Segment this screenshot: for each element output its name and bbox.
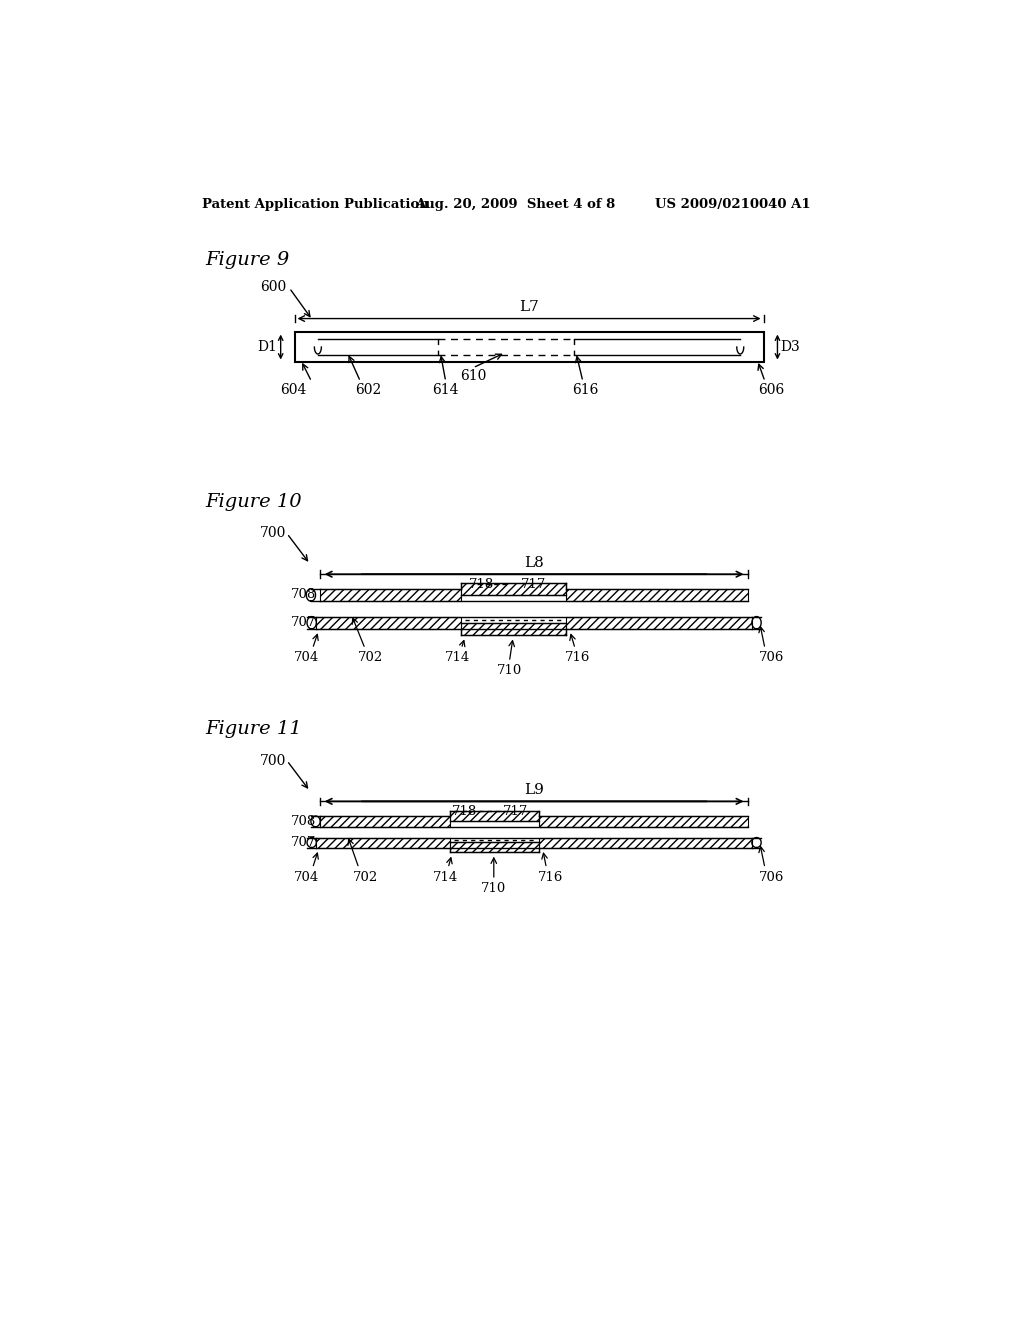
Text: 702: 702: [358, 651, 383, 664]
Text: D1: D1: [258, 341, 278, 354]
Bar: [450, 842, 539, 853]
Text: Figure 10: Figure 10: [206, 494, 302, 511]
Text: 602: 602: [355, 383, 381, 397]
Text: 700: 700: [260, 754, 286, 768]
Text: Aug. 20, 2009  Sheet 4 of 8: Aug. 20, 2009 Sheet 4 of 8: [415, 198, 615, 211]
Bar: [316, 616, 461, 628]
Text: Figure 9: Figure 9: [206, 251, 290, 269]
Bar: [450, 810, 539, 821]
Text: 706: 706: [759, 651, 784, 664]
Text: 707: 707: [291, 836, 316, 849]
Text: 604: 604: [280, 383, 306, 397]
Bar: [316, 838, 450, 847]
Text: 717: 717: [503, 805, 528, 818]
Bar: [566, 589, 748, 601]
Text: 606: 606: [758, 383, 784, 397]
Text: 710: 710: [497, 664, 522, 677]
Bar: [321, 589, 461, 601]
Bar: [539, 838, 752, 847]
Text: 714: 714: [444, 651, 470, 664]
Text: 700: 700: [260, 527, 286, 540]
Bar: [461, 582, 566, 595]
Text: 718: 718: [469, 578, 495, 591]
Text: 600: 600: [260, 280, 286, 294]
Bar: [539, 816, 748, 826]
Text: 707: 707: [291, 616, 316, 630]
Text: 708: 708: [291, 814, 316, 828]
Text: 716: 716: [565, 651, 590, 664]
Text: L9: L9: [524, 783, 544, 797]
Text: 706: 706: [759, 871, 784, 883]
Text: L8: L8: [524, 556, 544, 570]
Text: 616: 616: [572, 383, 598, 397]
Text: Figure 11: Figure 11: [206, 721, 302, 738]
Text: D3: D3: [780, 341, 801, 354]
Text: 710: 710: [481, 882, 507, 895]
Text: 716: 716: [538, 871, 563, 883]
Text: 614: 614: [432, 383, 459, 397]
Bar: [461, 623, 566, 635]
Text: 714: 714: [433, 871, 459, 883]
Text: Patent Application Publication: Patent Application Publication: [202, 198, 428, 211]
Text: 717: 717: [521, 578, 546, 591]
Text: 704: 704: [294, 871, 318, 883]
Text: 702: 702: [352, 871, 378, 883]
Bar: [321, 816, 450, 826]
Text: 704: 704: [294, 651, 318, 664]
Text: US 2009/0210040 A1: US 2009/0210040 A1: [655, 198, 811, 211]
Text: 708: 708: [291, 589, 316, 602]
Text: 718: 718: [452, 805, 477, 818]
Text: 610: 610: [460, 370, 486, 383]
Text: L7: L7: [519, 300, 539, 314]
Bar: [566, 616, 752, 628]
